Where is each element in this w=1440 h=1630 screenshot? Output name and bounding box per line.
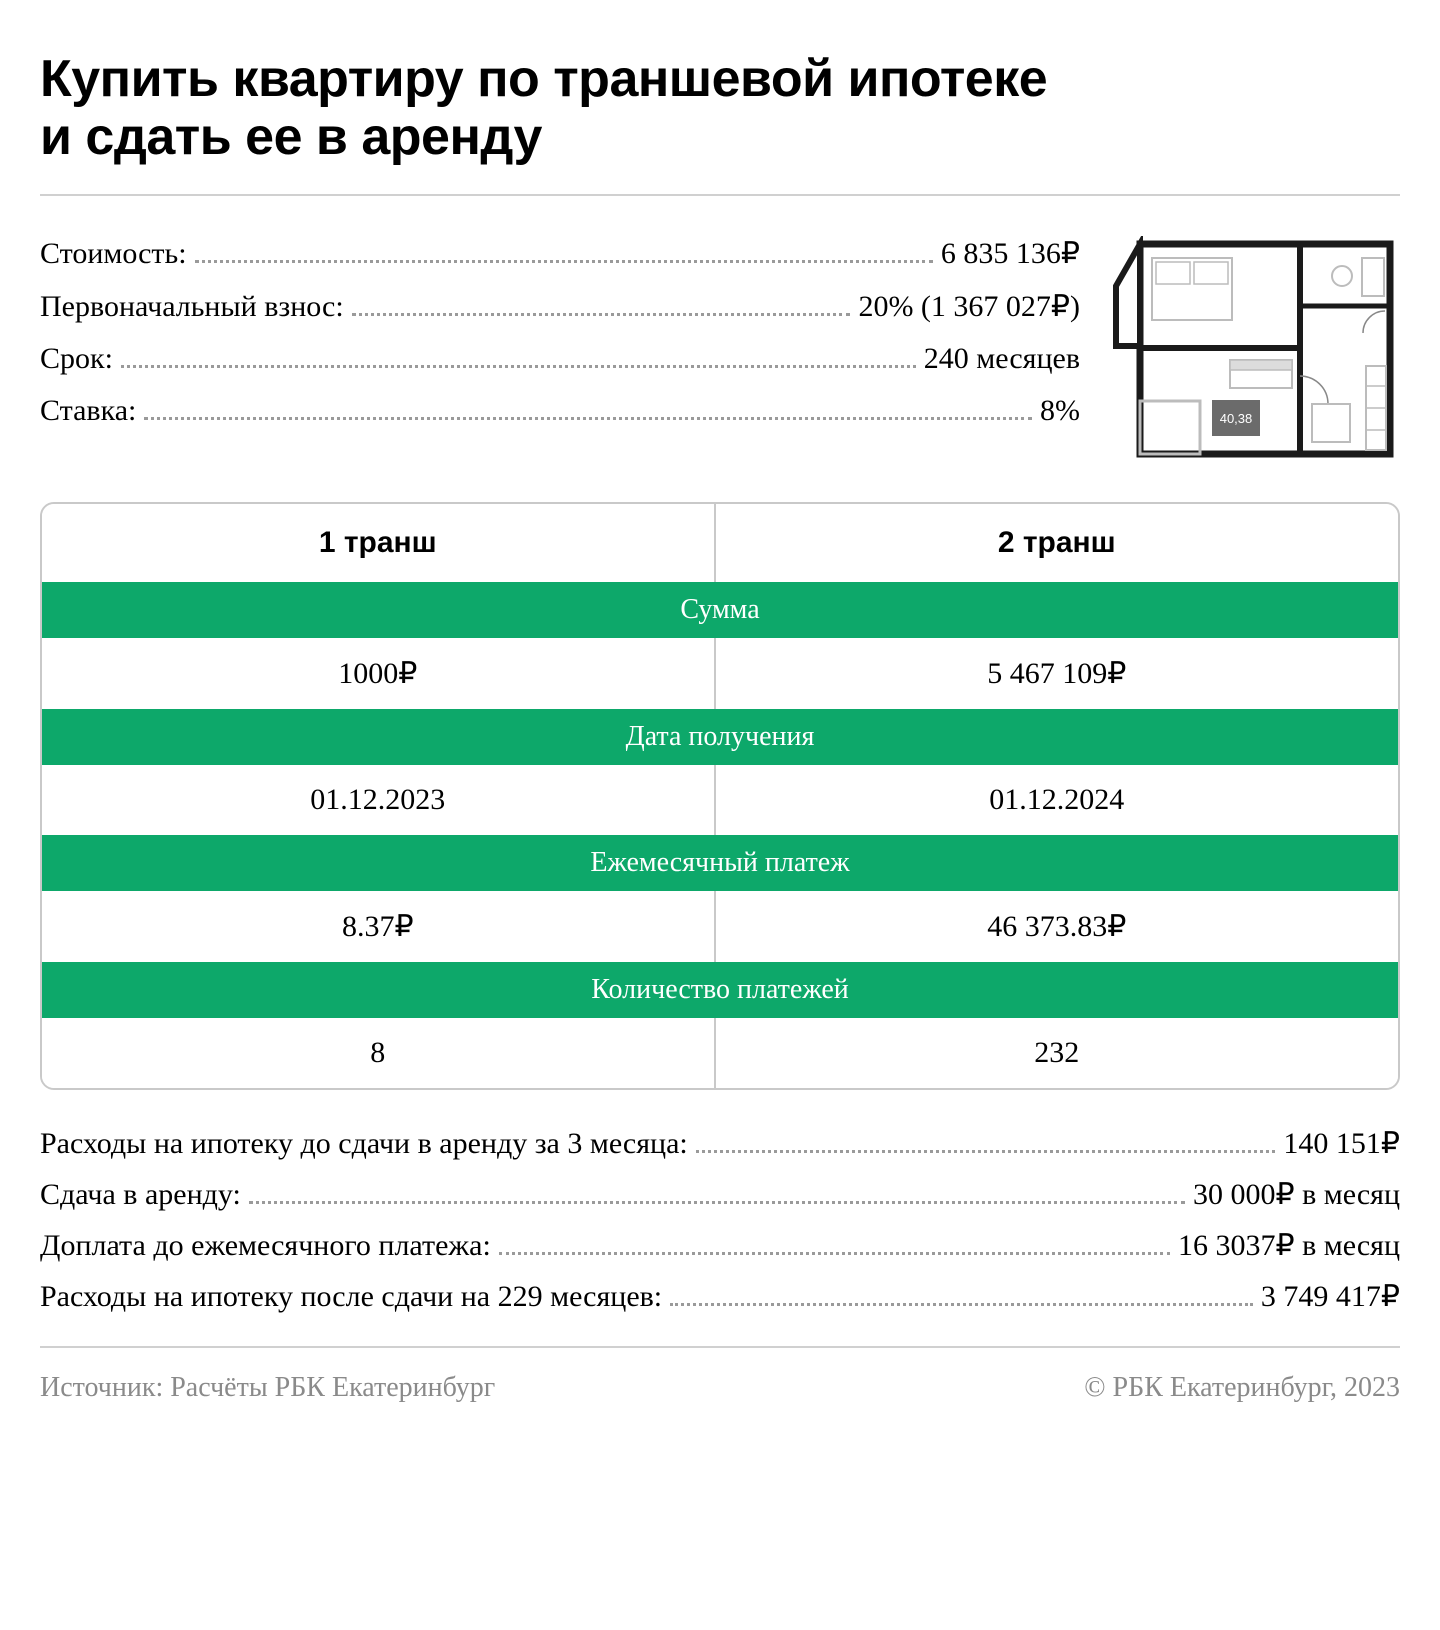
param-label: Ставка:: [40, 394, 136, 428]
param-label: Срок:: [40, 342, 113, 376]
column-header: 2 транш: [716, 504, 1399, 582]
footer-row: Сдача в аренду: 30 000₽ в месяц: [40, 1177, 1400, 1212]
copyright-text: © РБК Екатеринбург, 2023: [1084, 1372, 1400, 1404]
dots: [195, 260, 933, 263]
section-label: Количество платежей: [42, 962, 1398, 1018]
footer-label: Расходы на ипотеку после сдачи на 229 ме…: [40, 1280, 662, 1314]
table-row: 8.37₽ 46 373.83₽: [42, 891, 1398, 962]
dots: [144, 417, 1032, 420]
footer-label: Доплата до ежемесячного платежа:: [40, 1229, 491, 1263]
table-row: 01.12.2023 01.12.2024: [42, 765, 1398, 835]
section-row: Ежемесячный платеж: [42, 835, 1398, 891]
params-list: Стоимость: 6 835 136₽ Первоначальный взн…: [40, 236, 1080, 446]
footer-value: 30 000₽ в месяц: [1193, 1177, 1400, 1212]
cell: 1000₽: [42, 638, 716, 709]
source-bar: Источник: Расчёты РБК Екатеринбург © РБК…: [40, 1372, 1400, 1404]
divider-bottom: [40, 1346, 1400, 1348]
cell: 8.37₽: [42, 891, 716, 962]
table-header-row: 1 транш 2 транш: [42, 504, 1398, 582]
footer-row: Расходы на ипотеку до сдачи в аренду за …: [40, 1126, 1400, 1161]
dots: [249, 1201, 1185, 1204]
footer-label: Сдача в аренду:: [40, 1178, 241, 1212]
table-row: 1000₽ 5 467 109₽: [42, 638, 1398, 709]
footer-value: 140 151₽: [1283, 1126, 1400, 1161]
dots: [121, 365, 916, 368]
dots: [352, 313, 851, 316]
cell: 232: [716, 1018, 1399, 1088]
cell: 46 373.83₽: [716, 891, 1399, 962]
section-label: Сумма: [42, 582, 1398, 638]
param-row: Первоначальный взнос: 20% (1 367 027₽): [40, 289, 1080, 324]
title-line-2: и сдать ее в аренду: [40, 108, 542, 166]
param-row: Ставка: 8%: [40, 394, 1080, 428]
param-label: Первоначальный взнос:: [40, 290, 344, 324]
param-value: 240 месяцев: [924, 342, 1080, 376]
param-label: Стоимость:: [40, 237, 187, 271]
param-value: 6 835 136₽: [941, 236, 1080, 271]
param-value: 20% (1 367 027₽): [858, 289, 1080, 324]
floorplan-area-label: 40,38: [1220, 411, 1253, 426]
cell: 5 467 109₽: [716, 638, 1399, 709]
section-row: Количество платежей: [42, 962, 1398, 1018]
floorplan-image: 40,38: [1110, 236, 1400, 466]
column-header: 1 транш: [42, 504, 716, 582]
section-row: Дата получения: [42, 709, 1398, 765]
cell: 01.12.2023: [42, 765, 716, 835]
source-text: Источник: Расчёты РБК Екатеринбург: [40, 1372, 495, 1404]
top-section: Стоимость: 6 835 136₽ Первоначальный взн…: [40, 236, 1400, 466]
cell: 01.12.2024: [716, 765, 1399, 835]
param-value: 8%: [1040, 394, 1080, 428]
section-label: Дата получения: [42, 709, 1398, 765]
divider-top: [40, 194, 1400, 196]
footer-value: 16 3037₽ в месяц: [1178, 1228, 1400, 1263]
footer-row: Доплата до ежемесячного платежа: 16 3037…: [40, 1228, 1400, 1263]
table-row: 8 232: [42, 1018, 1398, 1088]
page-title: Купить квартиру по траншевой ипотеке и с…: [40, 50, 1400, 166]
section-label: Ежемесячный платеж: [42, 835, 1398, 891]
cell: 8: [42, 1018, 716, 1088]
footer-rows: Расходы на ипотеку до сдачи в аренду за …: [40, 1126, 1400, 1314]
tranche-table: 1 транш 2 транш Сумма 1000₽ 5 467 109₽ Д…: [40, 502, 1400, 1090]
footer-value: 3 749 417₽: [1261, 1279, 1400, 1314]
footer-row: Расходы на ипотеку после сдачи на 229 ме…: [40, 1279, 1400, 1314]
section-row: Сумма: [42, 582, 1398, 638]
footer-label: Расходы на ипотеку до сдачи в аренду за …: [40, 1127, 688, 1161]
param-row: Стоимость: 6 835 136₽: [40, 236, 1080, 271]
dots: [670, 1303, 1253, 1306]
dots: [696, 1150, 1276, 1153]
dots: [499, 1252, 1170, 1255]
param-row: Срок: 240 месяцев: [40, 342, 1080, 376]
title-line-1: Купить квартиру по траншевой ипотеке: [40, 50, 1047, 108]
